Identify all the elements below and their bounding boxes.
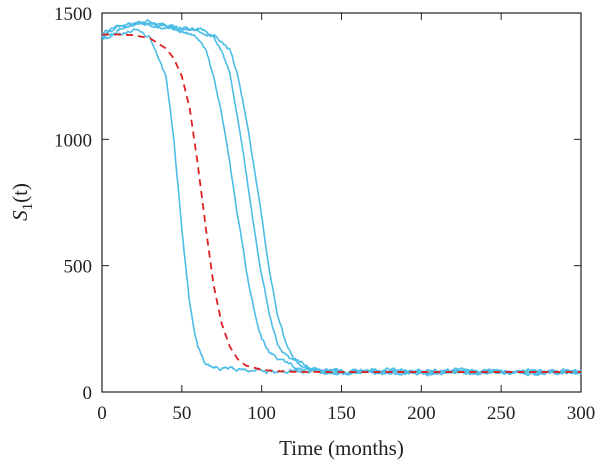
y-tick-label: 1000 (54, 130, 92, 151)
x-tick-label: 0 (97, 403, 107, 424)
x-tick-label: 300 (567, 403, 596, 424)
x-tick-label: 50 (172, 403, 191, 424)
ticks-layer (101, 12, 582, 393)
x-tick-label: 250 (487, 403, 516, 424)
simulation-path-3 (101, 20, 582, 376)
y-tick-label: 1500 (54, 4, 92, 25)
series-layer (101, 19, 582, 377)
plot-frame (101, 12, 582, 393)
simulation-path-1 (101, 28, 582, 376)
y-tick-label: 500 (64, 257, 93, 278)
x-tick-label: 100 (247, 403, 276, 424)
simulation-path-2 (101, 21, 582, 377)
y-axis-title-arg: (t) (8, 183, 32, 203)
y-tick-label: 0 (83, 383, 93, 404)
x-axis-title: Time (months) (279, 436, 404, 460)
y-axis-title-sub: 1 (20, 203, 36, 211)
y-axis-title: S1(t) (8, 183, 36, 221)
x-tick-label: 200 (407, 403, 436, 424)
y-axis-title-var: S (8, 210, 32, 221)
mean-curve (102, 33, 581, 373)
x-tick-label: 150 (327, 403, 356, 424)
tick-labels: 0 50 100 150 200 250 300 0 500 1000 1500 (54, 4, 595, 424)
simulation-path-4 (101, 19, 582, 377)
